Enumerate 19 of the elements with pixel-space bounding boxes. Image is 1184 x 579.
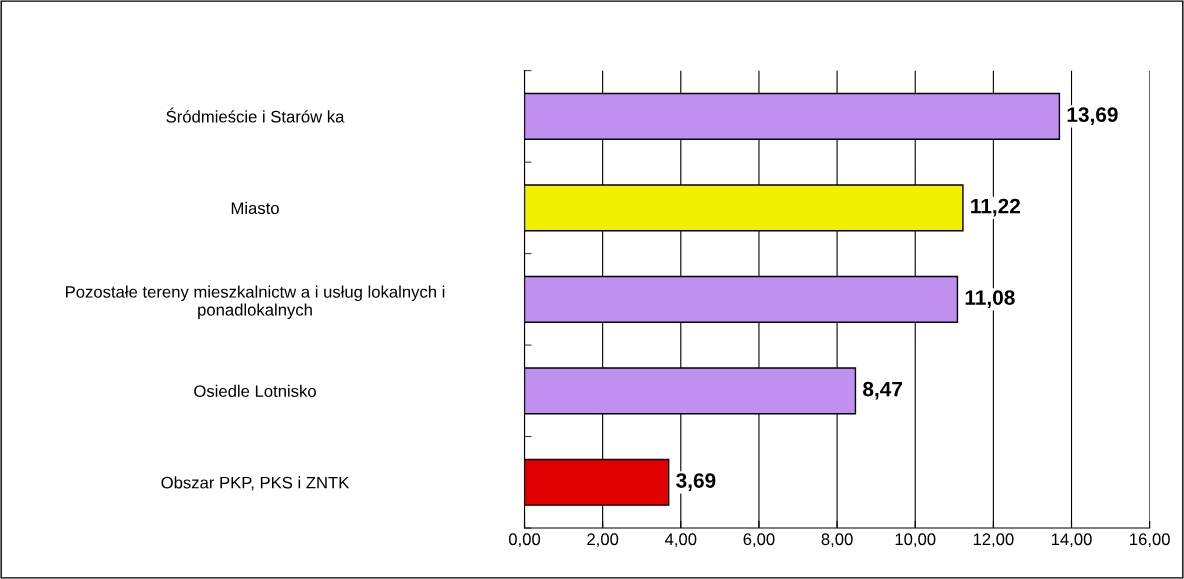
- data-label: 8,47: [863, 381, 903, 400]
- data-label: 13,69: [1067, 107, 1118, 125]
- x-tick-label: 4,00: [664, 533, 697, 548]
- y-tick-label: Miasto: [231, 201, 279, 215]
- x-tick-label: 14,00: [1051, 533, 1092, 548]
- x-tick-label: 8,00: [821, 533, 853, 548]
- x-tick-label: 0,00: [508, 533, 541, 548]
- x-tick-label: 2,00: [587, 533, 619, 548]
- data-label: 11,22: [971, 198, 1020, 217]
- x-tick-label: 6,00: [743, 533, 775, 548]
- x-tick-label: 10,00: [895, 533, 936, 548]
- x-tick-label: 16,00: [1130, 533, 1170, 548]
- y-tick-label: Osiedle Lotnisko: [194, 384, 316, 398]
- x-tick-label: 12,00: [973, 533, 1014, 548]
- y-tick-label: Pozostałe tereny mieszkalnictw a i usług lokalnych i ponadlokalnych: [66, 285, 445, 320]
- data-label: 11,08: [965, 290, 1015, 308]
- y-tick-label: Śródmieście i Starów ka: [166, 107, 345, 123]
- y-tick-label: Obszar PKP, PKS i ZNTK: [161, 476, 350, 491]
- data-label: 3,69: [676, 473, 716, 491]
